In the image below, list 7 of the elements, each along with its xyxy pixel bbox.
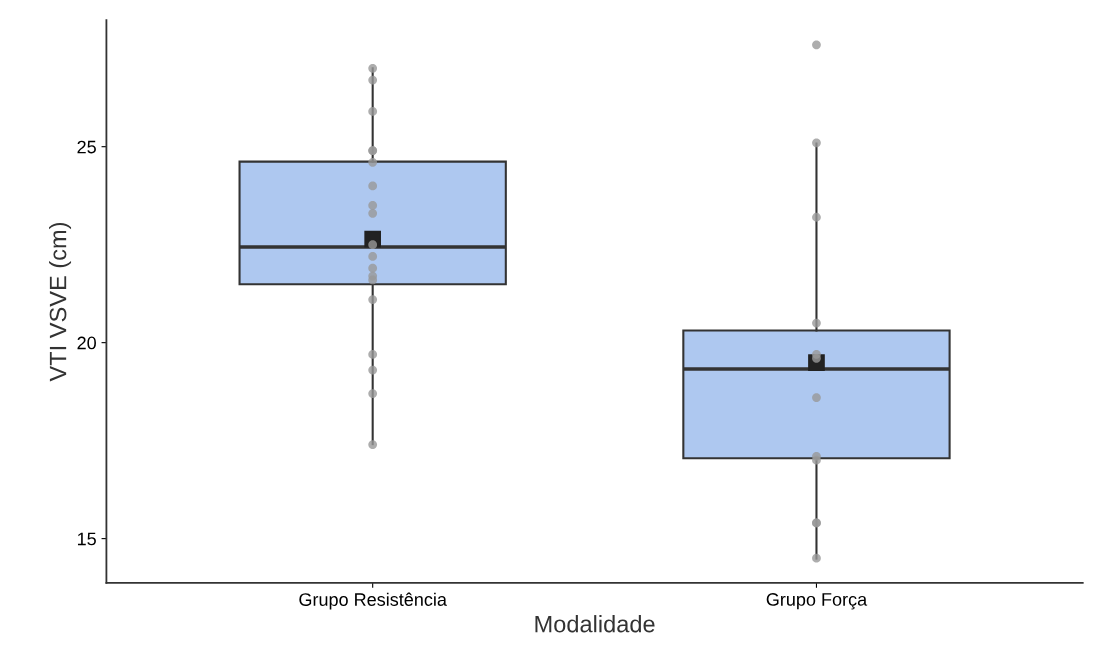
- y-axis-title: VTI VSVE (cm): [49, 222, 72, 382]
- y-tick-label: 25: [77, 140, 96, 154]
- x-axis-title: Modalidade: [535, 615, 655, 633]
- y-tick-label: 15: [77, 532, 96, 546]
- x-tick-label: Grupo Resistência: [299, 592, 447, 610]
- x-tick-label: Grupo Força: [766, 593, 868, 610]
- y-tick-label: 20: [77, 336, 96, 350]
